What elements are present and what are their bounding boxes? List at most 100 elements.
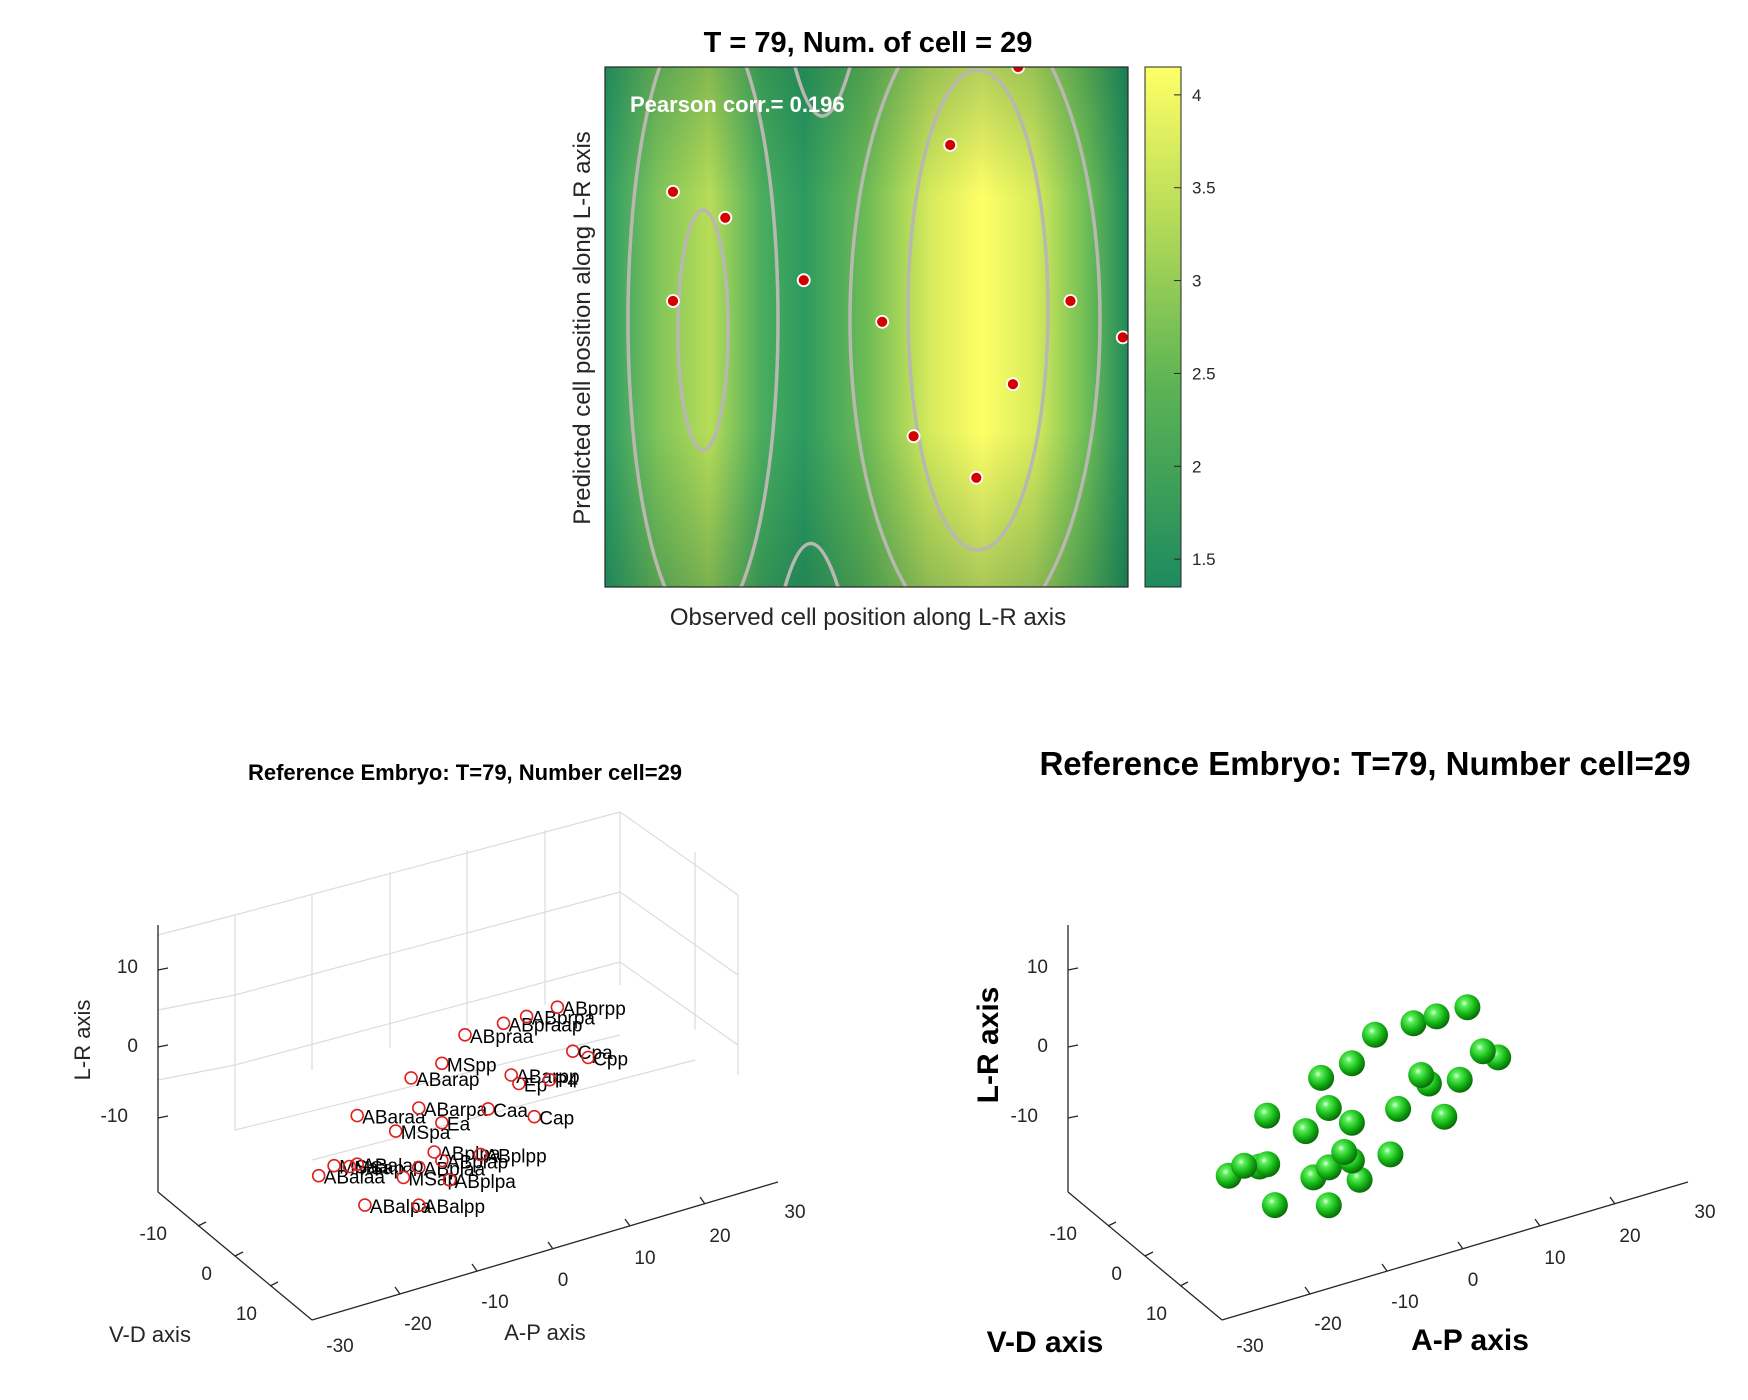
vd-tick-1: 0 [1111,1264,1122,1285]
vd-tick-1: 0 [201,1264,212,1285]
heatmap-point-5 [943,138,958,152]
cell-marker-18 [327,1158,341,1173]
cell-marker-25 [396,1170,411,1185]
cell-marker-14 [435,1115,449,1130]
ap-tick-4: 10 [634,1248,655,1269]
ap-tick-0: -30 [326,1336,353,1357]
cell-label-23: ABplap [447,1153,508,1174]
cell-label-11: Cpp [593,1049,628,1070]
heatmap-point-7 [1063,294,1078,308]
heatmap-y-label: Predicted cell position along L-R axis [569,131,596,525]
cell-marker-2 [519,1009,534,1024]
sphere-marker-13 [1338,1109,1365,1136]
heatmap-frame [604,66,1129,588]
ap-tick-0: -30 [1236,1336,1263,1357]
vd-tick-0: -10 [1050,1224,1077,1245]
cell-label-15: Caa [493,1101,528,1122]
colorbar-ticks: 4 3.5 3 2.5 2 1.5 [1174,86,1216,569]
cell-label-10: Cpa [578,1043,613,1064]
cell-marker-5 [435,1056,449,1071]
sphere-marker-11 [1254,1151,1281,1178]
cell-marker-1 [496,1016,511,1031]
cell-marker-28 [411,1198,426,1212]
cell-marker-15 [481,1102,495,1116]
cell-marker-27 [442,1173,457,1187]
cell-marker-12 [542,1072,557,1087]
heatmap-point-4 [875,314,890,329]
sphere-marker-7 [1331,1139,1358,1165]
sphere-marker-27 [1423,1003,1450,1030]
contour-left-inner [676,208,730,452]
cell-marker-7 [411,1101,426,1115]
colorbar-tick-label-2: 3 [1192,272,1201,291]
sphere-marker-20 [1408,1062,1435,1088]
heatmap-title: T = 79, Num. of cell = 29 [704,27,1033,59]
cell-label-0: ABpraa [470,1027,534,1048]
sphere-marker-21 [1254,1102,1281,1129]
left-ap-axis-label: A-P axis [504,1320,586,1345]
colorbar-tick-label-5: 1.5 [1192,550,1216,569]
colorbar [1144,66,1182,588]
cell-marker-3 [550,1000,565,1015]
heatmap-point-8 [1115,330,1128,345]
vd-tick-2: 10 [236,1304,257,1325]
cell-marker-24 [473,1147,488,1162]
heatmap-point-2 [666,294,680,308]
left-vd-axis-label: V-D axis [109,1322,191,1347]
cell-label-25: MSap [408,1169,458,1190]
pearson-annotation: Pearson corr.= 0.196 [630,92,845,117]
sphere-marker-22 [1469,1038,1496,1065]
sphere-marker-24 [1338,1050,1365,1077]
cell-label-28: ABalpp [424,1197,485,1218]
sphere-marker-25 [1362,1021,1388,1048]
cell-label-2: ABprpa [532,1008,596,1029]
cell-marker-23 [435,1153,449,1168]
colorbar-tick-label-3: 2.5 [1192,364,1216,383]
cell-marker-13 [388,1124,403,1138]
right-axes [1067,925,1689,1321]
cell-label-19: MSap [355,1159,405,1180]
ap-tick-5: 20 [1619,1226,1640,1247]
sphere-marker-16 [1446,1066,1473,1093]
cell-marker-6 [350,1108,365,1123]
right-ap-axis-label: A-P axis [1411,1324,1529,1357]
cell-label-27: ABplpa [455,1172,517,1193]
cell-marker-17 [311,1168,326,1183]
heatmap-point-3 [796,273,811,288]
ap-tick-5: 20 [709,1226,730,1247]
cell-label-4: ABarap [416,1070,479,1091]
lr-tick-2: -10 [1011,1106,1038,1127]
sphere-marker-14 [1385,1095,1412,1122]
cell-label-16: Cap [539,1109,574,1130]
cell-marker-4 [404,1071,418,1085]
left-tick-labels: 10 0 -10 -10 0 10 -30 -20 -10 0 10 20 30 [101,957,806,1357]
right-tick-labels: 10 0 -10 -10 0 10 -30 -20 -10 0 10 20 30 [1011,957,1716,1357]
sphere-marker-3 [1377,1141,1404,1168]
ap-tick-2: -10 [481,1292,508,1313]
heatmap-contours [626,67,1102,587]
cell-label-8: ABarpp [516,1067,579,1088]
lr-tick-2: -10 [101,1106,128,1127]
heatmap-plot-area [605,67,1128,587]
ap-tick-3: 0 [558,1270,569,1291]
cell-label-21: ABplpa [439,1144,501,1165]
heatmap-point-11 [969,470,984,485]
cell-marker-19 [342,1159,357,1174]
heatmap-point-9 [1006,377,1020,392]
heatmap-x-label: Observed cell position along L-R axis [670,604,1066,631]
sphere-marker-26 [1400,1010,1427,1037]
cell-label-17: ABalaa [324,1168,386,1189]
sphere-marker-12 [1231,1152,1258,1179]
colorbar-tick-label-0: 4 [1192,86,1201,105]
lr-tick-0: 10 [117,957,138,978]
contour-bottom-saddle [783,541,840,587]
cell-label-22: ABplaa [424,1159,486,1180]
vd-tick-2: 10 [1146,1304,1167,1325]
cell-label-3: ABprpp [562,999,625,1020]
vd-tick-0: -10 [140,1224,167,1245]
ap-tick-6: 30 [784,1202,805,1223]
cell-marker-11 [581,1050,596,1065]
sphere-marker-15 [1292,1118,1319,1145]
